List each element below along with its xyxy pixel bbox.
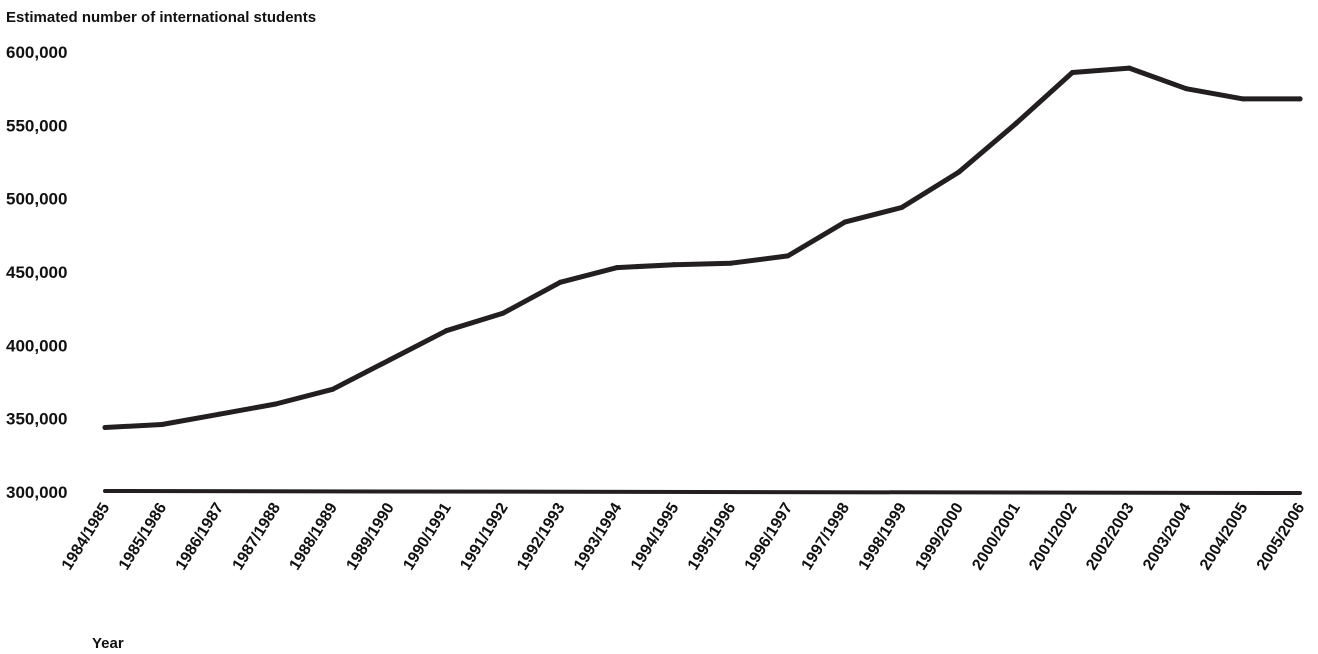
x-tick-labels: 1984/1985 1985/1986 1986/1987 1987/1988 1988… (59, 500, 1309, 573)
data-point (1183, 86, 1189, 92)
y-tick-label: 600,000 (6, 43, 67, 62)
data-point (1297, 96, 1303, 102)
x-tick-label: 1986/1987 (173, 500, 228, 573)
y-tick-label: 400,000 (6, 336, 67, 355)
x-tick-label: 1993/1994 (571, 500, 626, 573)
x-tick-label: 1995/1996 (685, 500, 740, 573)
data-point (159, 422, 165, 428)
data-point (1069, 70, 1075, 76)
data-point (899, 204, 905, 210)
x-tick-label: 1988/1989 (287, 500, 342, 573)
data-point (102, 424, 108, 430)
data-point (956, 169, 962, 175)
x-tick-label: 2002/2003 (1083, 500, 1138, 573)
y-tick-label: 550,000 (6, 116, 67, 135)
data-point (842, 219, 848, 225)
data-point (216, 411, 222, 417)
data-point (671, 262, 677, 268)
x-tick-label: 1987/1988 (230, 500, 285, 573)
data-point (1012, 121, 1018, 127)
data-point (330, 386, 336, 392)
data-point (1240, 96, 1246, 102)
y-axis-label: Estimated number of international studen… (6, 9, 316, 26)
data-point (614, 265, 620, 271)
y-tick-label: 350,000 (6, 410, 67, 429)
x-tick-label: 1984/1985 (59, 500, 114, 573)
x-axis-label: Year (92, 635, 124, 652)
y-tick-label: 500,000 (6, 190, 67, 209)
x-axis-baseline (103, 489, 1302, 495)
series-points (102, 65, 1303, 430)
data-point (443, 328, 449, 334)
x-tick-label: 2004/2005 (1197, 500, 1252, 573)
data-point (1126, 65, 1132, 71)
x-tick-label: 1992/1993 (514, 500, 569, 573)
x-tick-label: 1990/1991 (400, 500, 455, 573)
y-tick-labels: 300,000 350,000 400,000 450,000 500,000 550,0… (6, 43, 67, 502)
x-tick-label: 1991/1992 (457, 500, 512, 573)
x-tick-label: 1989/1990 (343, 500, 398, 573)
data-point (273, 401, 279, 407)
x-tick-label: 1996/1997 (742, 500, 797, 573)
y-tick-label: 300,000 (6, 483, 67, 502)
x-tick-label: 2000/2001 (969, 500, 1024, 573)
x-tick-label: 2001/2002 (1026, 500, 1081, 573)
series-line (102, 65, 1303, 430)
y-tick-label: 450,000 (6, 263, 67, 282)
data-point (785, 253, 791, 259)
x-tick-label: 1998/1999 (856, 500, 911, 573)
data-point (728, 260, 734, 266)
data-point (500, 310, 506, 316)
x-tick-label: 1997/1998 (799, 500, 854, 573)
x-tick-label: 1994/1995 (628, 500, 683, 573)
data-point (557, 279, 563, 285)
x-tick-label: 1985/1986 (116, 500, 171, 573)
x-tick-label: 2005/2006 (1254, 500, 1309, 573)
data-point (387, 357, 393, 363)
x-tick-label: 2003/2004 (1140, 500, 1195, 573)
x-tick-label: 1999/2000 (912, 500, 967, 573)
